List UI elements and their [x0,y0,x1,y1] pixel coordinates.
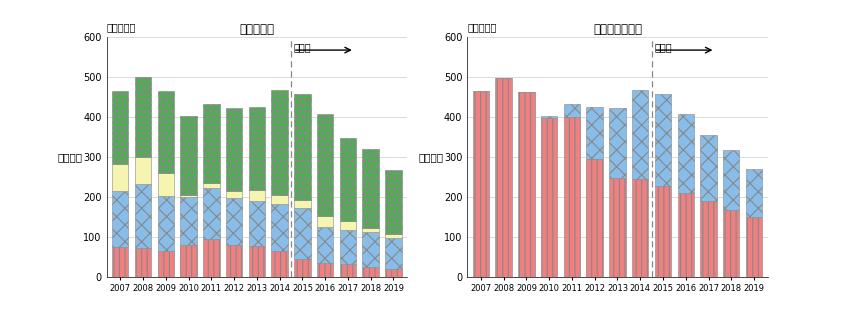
Bar [135,184,151,248]
Bar [722,210,739,277]
Bar [158,196,174,251]
Bar [654,94,671,186]
Bar [339,221,355,230]
Bar [203,183,219,188]
Text: 予測値: 予測値 [653,42,671,52]
Bar [249,201,265,246]
Bar [699,135,716,201]
Bar [112,164,129,191]
Title: 【地域別】: 【地域別】 [239,23,274,36]
Bar [158,91,174,173]
Bar [563,117,579,277]
Bar [676,193,694,277]
Bar [317,216,333,227]
Bar [158,173,174,196]
Y-axis label: 市場規模: 市場規模 [417,152,443,162]
Bar [294,208,310,259]
Bar [294,259,310,277]
Bar [112,91,129,164]
Bar [631,91,648,179]
Bar [339,138,355,221]
Bar [563,104,579,117]
Bar [271,195,287,204]
Bar [135,157,151,184]
Bar [180,245,197,277]
Bar [226,198,242,245]
Bar [271,91,287,195]
Bar [339,264,355,277]
Bar [745,169,762,217]
Text: （億ドル）: （億ドル） [467,22,496,33]
Bar [271,251,287,277]
Bar [203,104,219,183]
Bar [249,190,265,201]
Bar [586,107,602,159]
Bar [249,107,265,190]
Bar [135,248,151,277]
Text: （億ドル）: （億ドル） [106,22,135,33]
Bar [249,246,265,277]
Bar [203,188,219,239]
Bar [745,217,762,277]
Bar [317,227,333,263]
Title: 【技術方式別】: 【技術方式別】 [592,23,642,36]
Bar [495,78,511,277]
Bar [339,230,355,264]
Bar [518,92,534,277]
Bar [158,251,174,277]
Bar [362,229,378,232]
Bar [586,159,602,277]
Bar [135,77,151,157]
Bar [540,116,556,118]
Bar [385,170,401,234]
Bar [226,191,242,198]
Bar [271,204,287,251]
Text: 予測値: 予測値 [293,42,311,52]
Bar [226,245,242,277]
Y-axis label: 市場規模: 市場規模 [58,152,83,162]
Bar [631,179,648,277]
Bar [294,200,310,208]
Bar [654,186,671,277]
Bar [385,234,401,238]
Bar [385,269,401,277]
Bar [203,239,219,277]
Bar [317,263,333,277]
Bar [180,197,197,245]
Bar [385,238,401,269]
Bar [608,178,625,277]
Bar [540,118,556,277]
Bar [180,116,197,195]
Bar [699,201,716,277]
Bar [722,150,739,210]
Bar [676,114,694,193]
Bar [226,108,242,191]
Bar [362,232,378,267]
Bar [112,247,129,277]
Bar [608,108,625,178]
Bar [317,114,333,216]
Bar [362,150,378,229]
Bar [180,195,197,197]
Bar [294,95,310,200]
Bar [472,91,488,277]
Bar [112,191,129,247]
Bar [362,267,378,277]
